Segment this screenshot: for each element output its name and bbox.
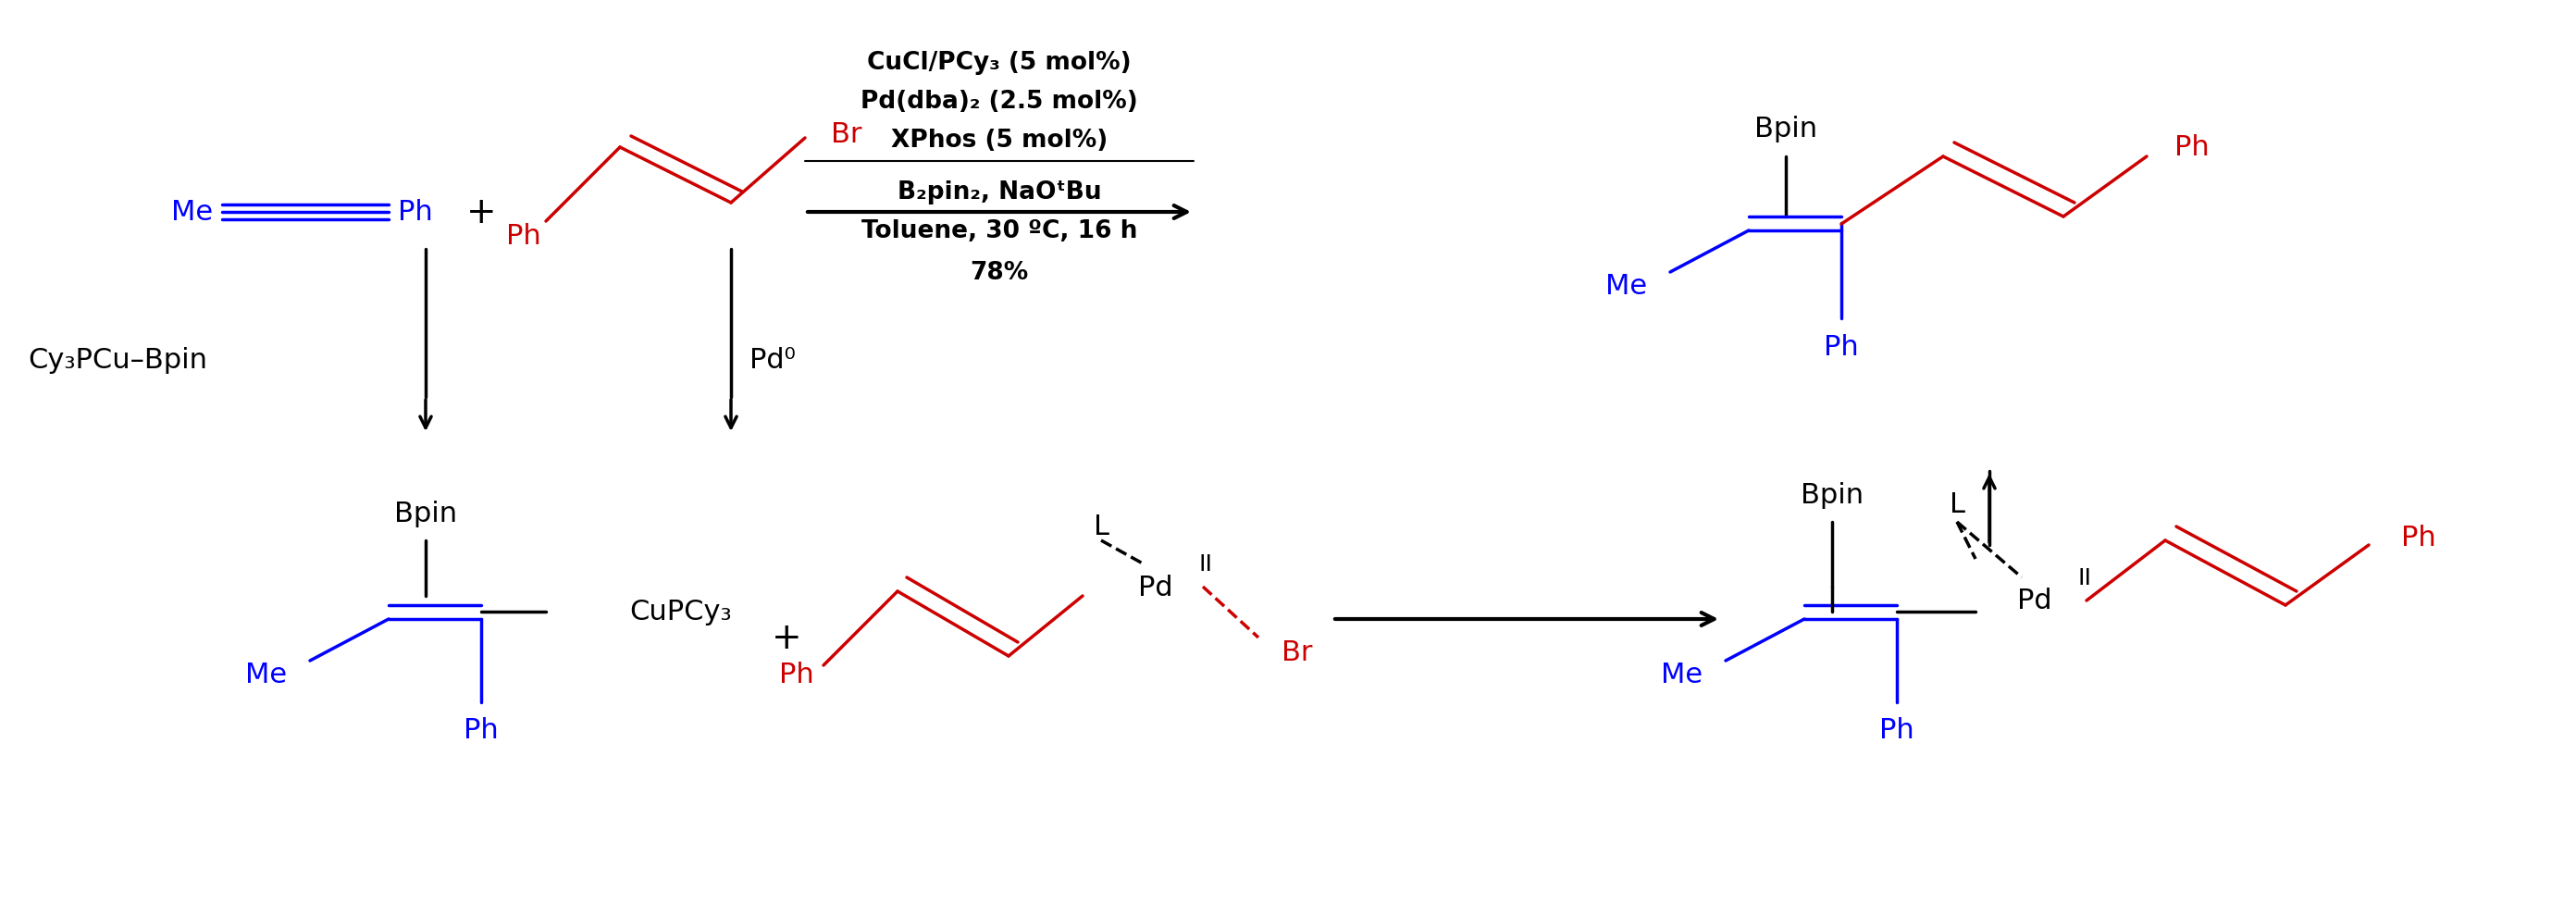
- Text: Pd: Pd: [1139, 573, 1172, 600]
- Text: Ph: Ph: [464, 717, 500, 744]
- Text: II: II: [1198, 552, 1213, 575]
- Text: Pd: Pd: [2017, 588, 2053, 614]
- Text: Me: Me: [170, 199, 214, 226]
- Text: Bpin: Bpin: [1754, 116, 1816, 143]
- Text: Bpin: Bpin: [394, 500, 456, 526]
- Text: CuCl/PCy₃ (5 mol%): CuCl/PCy₃ (5 mol%): [868, 51, 1131, 75]
- Text: +: +: [466, 195, 497, 231]
- Text: Bpin: Bpin: [1801, 481, 1862, 508]
- Text: II: II: [2076, 567, 2092, 589]
- Text: CuPCy₃: CuPCy₃: [629, 598, 732, 626]
- Text: Ph: Ph: [507, 222, 541, 250]
- Text: L: L: [1950, 490, 1965, 517]
- Text: Ph: Ph: [397, 199, 433, 226]
- Text: B₂pin₂, NaOᵗBu: B₂pin₂, NaOᵗBu: [896, 180, 1103, 204]
- Text: Toluene, 30 ºC, 16 h: Toluene, 30 ºC, 16 h: [860, 219, 1139, 243]
- Text: Pd(dba)₂ (2.5 mol%): Pd(dba)₂ (2.5 mol%): [860, 89, 1139, 114]
- Text: Br: Br: [832, 120, 863, 147]
- Text: Ph: Ph: [1824, 334, 1860, 360]
- Text: Me: Me: [1662, 662, 1703, 688]
- Text: Ph: Ph: [2401, 524, 2437, 551]
- Text: L: L: [1092, 513, 1108, 541]
- Text: Ph: Ph: [781, 662, 814, 688]
- Text: Me: Me: [245, 662, 286, 688]
- Text: XPhos (5 mol%): XPhos (5 mol%): [891, 128, 1108, 153]
- Text: Me: Me: [1605, 273, 1646, 300]
- Text: Ph: Ph: [1880, 717, 1914, 744]
- Text: 78%: 78%: [971, 260, 1028, 285]
- Text: Cy₃PCu–Bpin: Cy₃PCu–Bpin: [28, 347, 206, 374]
- Text: Pd⁰: Pd⁰: [750, 347, 796, 374]
- Text: Br: Br: [1280, 638, 1314, 665]
- Text: Ph: Ph: [2174, 135, 2210, 161]
- Text: +: +: [770, 620, 801, 655]
